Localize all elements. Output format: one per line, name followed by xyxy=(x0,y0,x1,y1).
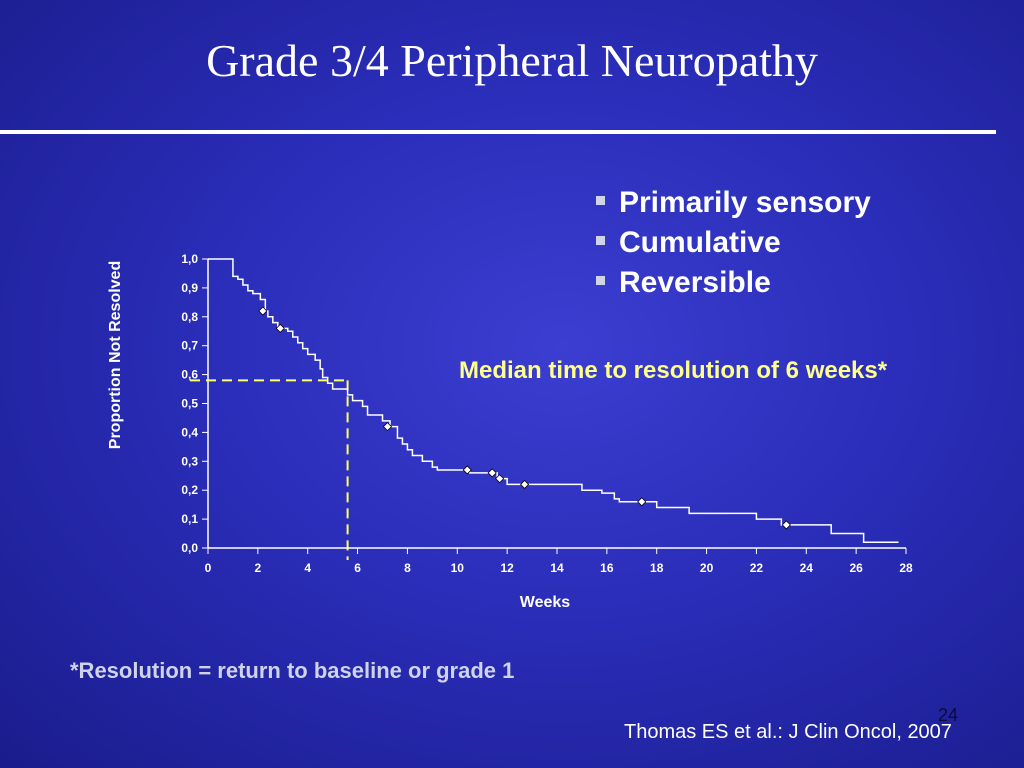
survival-curve xyxy=(208,258,899,543)
x-tick-label: 18 xyxy=(650,561,664,575)
censor-marker xyxy=(495,474,505,484)
x-tick-label: 4 xyxy=(304,561,311,575)
bullet-item: Cumulative xyxy=(594,223,871,263)
x-tick-label: 14 xyxy=(550,561,564,575)
x-tick-label: 2 xyxy=(255,561,262,575)
footnote: *Resolution = return to baseline or grad… xyxy=(70,658,515,683)
y-tick-label: 0,8 xyxy=(181,310,198,324)
x-tick-label: 0 xyxy=(205,561,212,575)
bullet-text: Primarily sensory xyxy=(619,186,871,219)
median-guides xyxy=(190,379,349,560)
square-bullet-icon xyxy=(596,195,605,205)
slide-number: 24 xyxy=(938,705,959,725)
censor-marker xyxy=(487,468,497,478)
censor-marker xyxy=(258,306,268,316)
bullet-text: Cumulative xyxy=(619,226,781,259)
censor-marker xyxy=(462,465,472,475)
x-axis-label: Weeks xyxy=(520,594,571,611)
censor-marker xyxy=(637,497,647,507)
censor-markers xyxy=(258,306,791,530)
citation: Thomas ES et al.: J Clin Oncol, 2007 xyxy=(624,721,952,743)
censor-marker xyxy=(382,422,393,432)
bullet-list: Primarily sensory Cumulative Reversible xyxy=(594,183,871,303)
title-divider xyxy=(0,130,996,134)
y-tick-label: 0,2 xyxy=(181,483,198,497)
y-tick-label: 0,5 xyxy=(181,397,198,411)
x-tick-label: 22 xyxy=(750,561,764,575)
censor-marker xyxy=(781,520,791,530)
y-tick-label: 0,3 xyxy=(181,454,198,468)
km-step-line xyxy=(208,258,899,543)
x-tick-label: 20 xyxy=(700,561,714,575)
median-note: Median time to resolution of 6 weeks* xyxy=(459,357,888,384)
y-tick-label: 0,9 xyxy=(181,281,198,295)
bullet-text: Reversible xyxy=(619,266,771,299)
y-tick-label: 0,0 xyxy=(181,541,198,555)
x-tick-label: 16 xyxy=(600,561,614,575)
chart-ticks: 0,00,10,20,30,40,50,60,70,80,91,00 2 4 6 8 10… xyxy=(181,252,913,575)
chart-axes xyxy=(207,259,906,549)
x-tick-label: 12 xyxy=(500,561,514,575)
x-tick-label: 10 xyxy=(451,561,465,575)
y-tick-label: 0,1 xyxy=(181,512,198,526)
x-tick-label: 26 xyxy=(849,561,863,575)
censor-marker xyxy=(275,323,285,333)
x-tick-label: 24 xyxy=(800,561,814,575)
y-axis-label: Proportion Not Resolved xyxy=(107,261,124,449)
y-tick-label: 0,6 xyxy=(181,368,198,382)
y-tick-label: 0,7 xyxy=(181,339,198,353)
bullet-item: Reversible xyxy=(594,263,871,303)
slide-title: Grade 3/4 Peripheral Neuropathy xyxy=(206,35,818,86)
x-tick-label: 28 xyxy=(899,561,913,575)
x-tick-label: 6 xyxy=(354,561,361,575)
square-bullet-icon xyxy=(596,235,605,245)
y-tick-label: 1,0 xyxy=(181,252,198,266)
square-bullet-icon xyxy=(596,275,605,285)
x-tick-label: 8 xyxy=(404,561,411,575)
y-tick-label: 0,4 xyxy=(181,425,198,439)
censor-marker xyxy=(520,479,530,489)
bullet-item: Primarily sensory xyxy=(594,183,871,223)
